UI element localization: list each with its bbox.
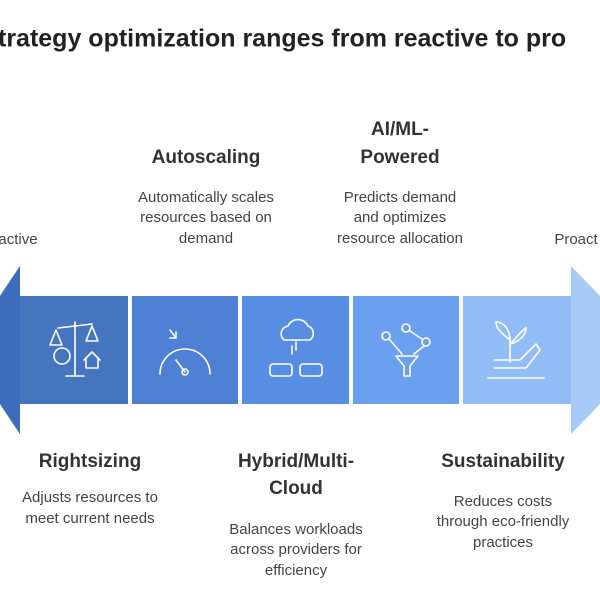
stage-title: Cloud xyxy=(269,478,323,499)
stage-description: meet current needs xyxy=(25,510,154,527)
left-arrowhead-fill xyxy=(0,266,20,434)
stage-description: demand xyxy=(179,230,233,247)
stage-description: Adjusts resources to xyxy=(22,489,158,506)
stage-title: Sustainability xyxy=(441,451,565,472)
stage-description: and optimizes xyxy=(354,209,447,226)
scale-icon xyxy=(49,321,101,377)
gauge-icon xyxy=(159,329,211,376)
stage-box xyxy=(463,296,571,404)
stage-description: Automatically scales xyxy=(138,189,274,206)
network-icon xyxy=(381,323,431,377)
stage-description: across providers for xyxy=(230,541,362,558)
right-arrowhead xyxy=(571,266,600,434)
title: trategy optimization ranges from reactiv… xyxy=(0,25,566,53)
stage-description: through eco-friendly xyxy=(437,513,570,530)
stage-box xyxy=(20,296,128,404)
plant-icon xyxy=(487,321,545,379)
right-end-label: Proact xyxy=(554,231,598,248)
stage-description: Reduces costs xyxy=(454,493,552,510)
stage-description: efficiency xyxy=(265,562,328,579)
cloud-icon xyxy=(269,318,323,377)
stage-title: AI/ML- xyxy=(371,119,429,140)
stage-description: practices xyxy=(473,534,533,551)
stage-box xyxy=(132,296,238,404)
left-end-label: active xyxy=(0,231,38,248)
stage-title: Hybrid/Multi- xyxy=(238,451,354,472)
stage-description: Predicts demand xyxy=(344,189,457,206)
stage-description: resources based on xyxy=(140,209,272,226)
stage-box xyxy=(353,296,459,404)
stage-title: Rightsizing xyxy=(39,451,141,472)
stage-title: Autoscaling xyxy=(152,147,261,168)
stage-title: Powered xyxy=(360,147,439,168)
stage-description: Balances workloads xyxy=(229,521,362,538)
stage-description: resource allocation xyxy=(337,230,463,247)
